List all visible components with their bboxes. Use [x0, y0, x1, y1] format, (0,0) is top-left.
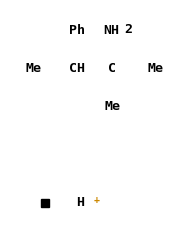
- Text: NH: NH: [103, 24, 119, 37]
- Text: C: C: [108, 62, 116, 75]
- Text: H: H: [76, 196, 84, 209]
- Text: 2: 2: [124, 23, 132, 36]
- Text: CH: CH: [69, 62, 85, 75]
- Text: +: +: [93, 195, 99, 205]
- Text: Me: Me: [26, 62, 42, 75]
- Text: Me: Me: [147, 62, 163, 75]
- Text: Me: Me: [104, 100, 120, 113]
- Text: Ph: Ph: [69, 24, 85, 37]
